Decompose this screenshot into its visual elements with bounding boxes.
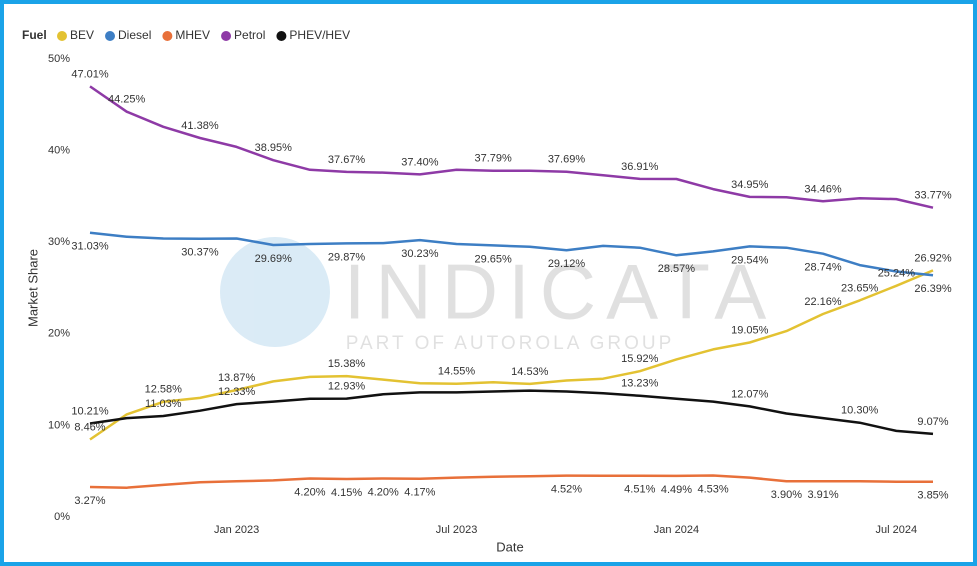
data-label: 41.38% (181, 120, 219, 132)
data-label: 9.07% (917, 416, 948, 428)
legend-swatch (162, 31, 173, 41)
series-line (89, 389, 934, 436)
legend-label: PHEV/HEV (289, 28, 350, 42)
y-tick-label: 20% (48, 328, 70, 340)
data-label: 14.53% (511, 366, 549, 378)
y-axis-title: Market Share (25, 249, 40, 327)
data-label: 4.17% (404, 487, 435, 499)
data-label: 4.49% (661, 484, 692, 496)
legend-label: Diesel (118, 28, 151, 42)
data-label: 3.85% (917, 490, 948, 502)
data-label: 4.52% (551, 484, 582, 496)
data-label: 37.67% (328, 154, 366, 166)
data-label: 4.15% (331, 487, 362, 499)
x-tick-label: Jul 2023 (436, 524, 478, 536)
series-line (89, 85, 934, 209)
y-tick-label: 40% (48, 145, 70, 157)
series-line (89, 231, 934, 277)
y-tick-label: 30% (48, 236, 70, 248)
data-label: 4.51% (624, 484, 655, 496)
data-label: 36.91% (621, 161, 659, 173)
legend-swatch (221, 31, 232, 41)
data-label: 37.40% (401, 156, 439, 168)
x-tick-label: Jan 2023 (214, 524, 259, 536)
y-tick-label: 10% (48, 419, 70, 431)
data-label: 3.27% (74, 495, 105, 507)
data-label: 4.20% (368, 486, 399, 498)
legend-label: BEV (70, 28, 94, 42)
y-tick-label: 0% (54, 511, 70, 523)
data-label: 13.23% (621, 378, 659, 390)
legend-label: MHEV (175, 28, 210, 42)
legend-title: Fuel (22, 28, 47, 42)
data-label: 4.53% (697, 483, 728, 495)
data-label: 30.23% (401, 248, 439, 260)
data-label: 44.25% (108, 94, 146, 106)
data-label: 33.77% (914, 190, 952, 202)
data-label: 4.20% (294, 486, 325, 498)
data-label: 26.39% (914, 283, 952, 295)
legend-swatch (57, 31, 67, 41)
data-label: 31.03% (71, 241, 109, 253)
data-label: 10.21% (71, 405, 109, 417)
data-label: 29.69% (255, 253, 293, 265)
data-label: 3.90% (771, 489, 802, 501)
data-label: 28.74% (804, 262, 842, 274)
data-label: 26.92% (914, 252, 952, 264)
x-tick-label: Jan 2024 (654, 524, 699, 536)
data-label: 28.57% (658, 263, 696, 275)
data-label: 25.24% (878, 268, 916, 280)
data-label: 19.05% (731, 324, 769, 336)
data-label: 12.33% (218, 386, 256, 398)
data-label: 14.55% (438, 366, 476, 378)
data-label: 37.79% (475, 153, 513, 165)
watermark-title: INDICATA (344, 248, 776, 336)
data-label: 29.54% (731, 254, 769, 266)
data-label: 8.46% (74, 421, 105, 433)
data-label: 15.38% (328, 358, 366, 370)
data-label: 12.58% (145, 384, 183, 396)
series-line (89, 474, 933, 489)
data-label: 29.87% (328, 251, 366, 263)
data-label: 12.93% (328, 380, 366, 392)
data-label: 12.07% (731, 388, 769, 400)
legend-label: Petrol (234, 28, 265, 42)
x-axis-title: Date (496, 539, 523, 554)
watermark: INDICATA PART OF AUTOROLA GROUP (220, 237, 776, 354)
series-line (89, 269, 934, 441)
data-label: 13.87% (218, 372, 256, 384)
legend-swatch (276, 31, 287, 41)
watermark-logo (220, 237, 330, 347)
data-label: 30.37% (181, 247, 219, 259)
data-label: 37.69% (548, 154, 586, 166)
data-label: 11.03% (145, 398, 182, 410)
legend-swatch (105, 31, 116, 41)
data-label: 3.91% (807, 489, 838, 501)
x-tick-label: Jul 2024 (876, 524, 918, 536)
data-label: 22.16% (804, 296, 842, 308)
data-label: 10.30% (841, 405, 879, 417)
watermark-subtitle: PART OF AUTOROLA GROUP (346, 333, 675, 354)
y-tick-label: 50% (48, 53, 70, 65)
data-label: 47.01% (71, 68, 109, 80)
data-label: 29.65% (475, 253, 513, 265)
data-label: 15.92% (621, 353, 659, 365)
data-label: 34.46% (804, 183, 842, 195)
data-label: 29.12% (548, 258, 586, 270)
data-label: 38.95% (255, 142, 293, 154)
data-label: 23.65% (841, 282, 879, 294)
data-label: 34.95% (731, 179, 769, 191)
